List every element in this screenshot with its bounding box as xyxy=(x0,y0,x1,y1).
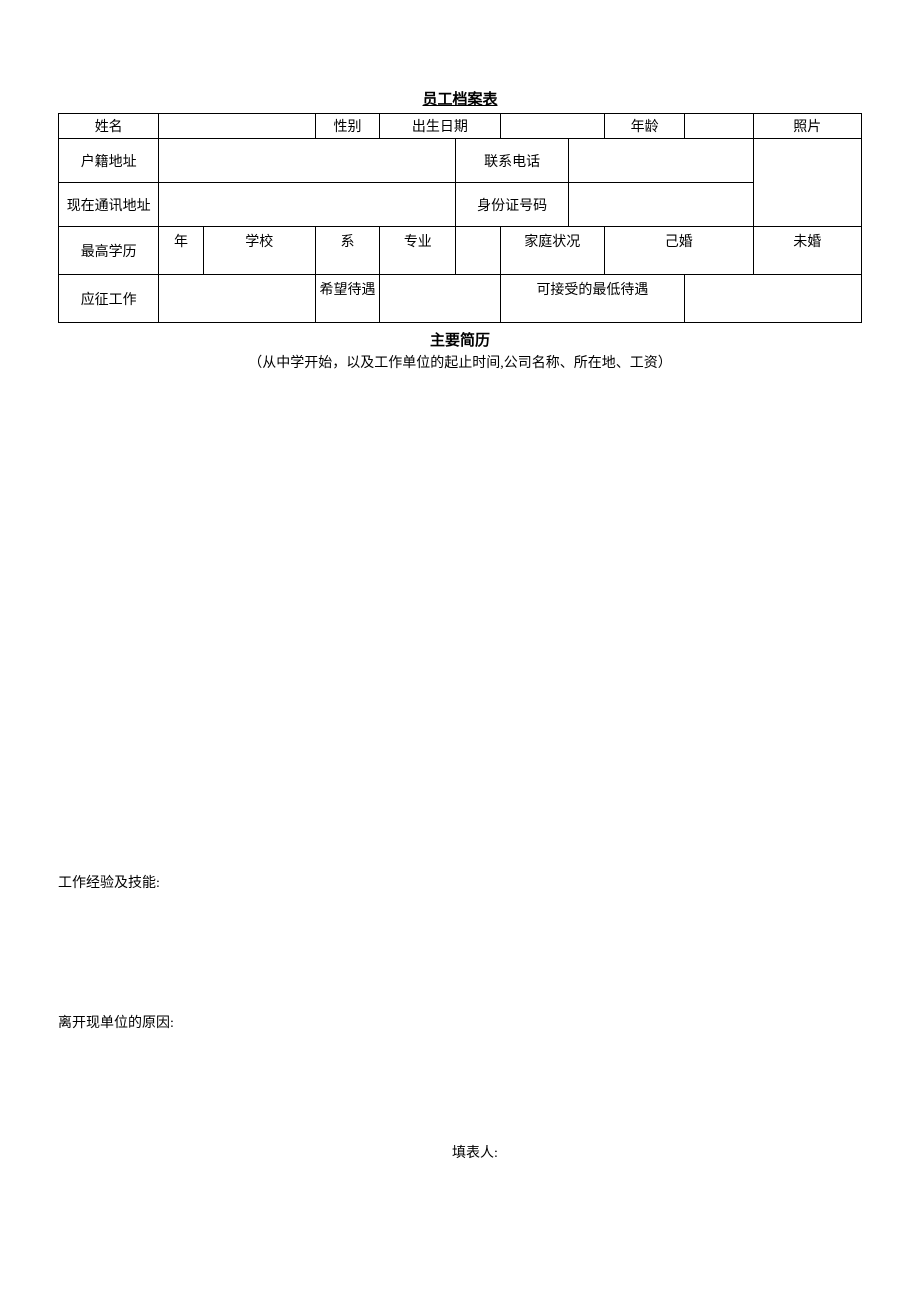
photo-cell xyxy=(753,139,861,227)
name-label: 姓名 xyxy=(59,114,159,139)
table-row: 应征工作 希望待遇 可接受的最低待遇 xyxy=(59,275,862,323)
table-row: 现在通讯地址 身份证号码 xyxy=(59,183,862,227)
resume-section-subtitle: （从中学开始，以及工作单位的起止时间,公司名称、所在地、工资） xyxy=(58,352,862,372)
family-status-label: 家庭状况 xyxy=(500,227,604,275)
age-label: 年龄 xyxy=(604,114,684,139)
expected-salary-value xyxy=(380,275,500,323)
document-title: 员工档案表 xyxy=(58,88,862,109)
birthdate-value xyxy=(500,114,604,139)
employee-form-table: 姓名 性别 出生日期 年龄 照片 户籍地址 联系电话 现在通讯地址 身份证号码 … xyxy=(58,113,862,323)
current-addr-label: 现在通讯地址 xyxy=(59,183,159,227)
phone-value xyxy=(568,139,753,183)
household-addr-label: 户籍地址 xyxy=(59,139,159,183)
married-label: 己婚 xyxy=(604,227,753,275)
table-row: 姓名 性别 出生日期 年龄 照片 xyxy=(59,114,862,139)
education-label: 最高学历 xyxy=(59,227,159,275)
age-value xyxy=(685,114,753,139)
major-value xyxy=(456,227,500,275)
photo-label: 照片 xyxy=(753,114,861,139)
id-number-value xyxy=(568,183,753,227)
table-row: 户籍地址 联系电话 xyxy=(59,139,862,183)
apply-job-value xyxy=(159,275,316,323)
dept-label: 系 xyxy=(315,227,379,275)
form-filler-label: 填表人: xyxy=(58,1142,862,1162)
id-number-label: 身份证号码 xyxy=(456,183,568,227)
apply-job-label: 应征工作 xyxy=(59,275,159,323)
household-addr-value xyxy=(159,139,456,183)
current-addr-value xyxy=(159,183,456,227)
min-salary-label: 可接受的最低待遇 xyxy=(500,275,685,323)
gender-label: 性别 xyxy=(315,114,379,139)
phone-label: 联系电话 xyxy=(456,139,568,183)
year-label: 年 xyxy=(159,227,203,275)
table-row: 最高学历 年 学校 系 专业 家庭状况 己婚 未婚 xyxy=(59,227,862,275)
birthdate-label: 出生日期 xyxy=(380,114,500,139)
major-label: 专业 xyxy=(380,227,456,275)
min-salary-value xyxy=(685,275,862,323)
resume-section-title: 主要简历 xyxy=(58,329,862,350)
school-label: 学校 xyxy=(203,227,315,275)
unmarried-label: 未婚 xyxy=(753,227,861,275)
skills-label: 工作经验及技能: xyxy=(58,872,862,892)
expected-salary-label: 希望待遇 xyxy=(315,275,379,323)
name-value xyxy=(159,114,316,139)
leave-reason-label: 离开现单位的原因: xyxy=(58,1012,862,1032)
